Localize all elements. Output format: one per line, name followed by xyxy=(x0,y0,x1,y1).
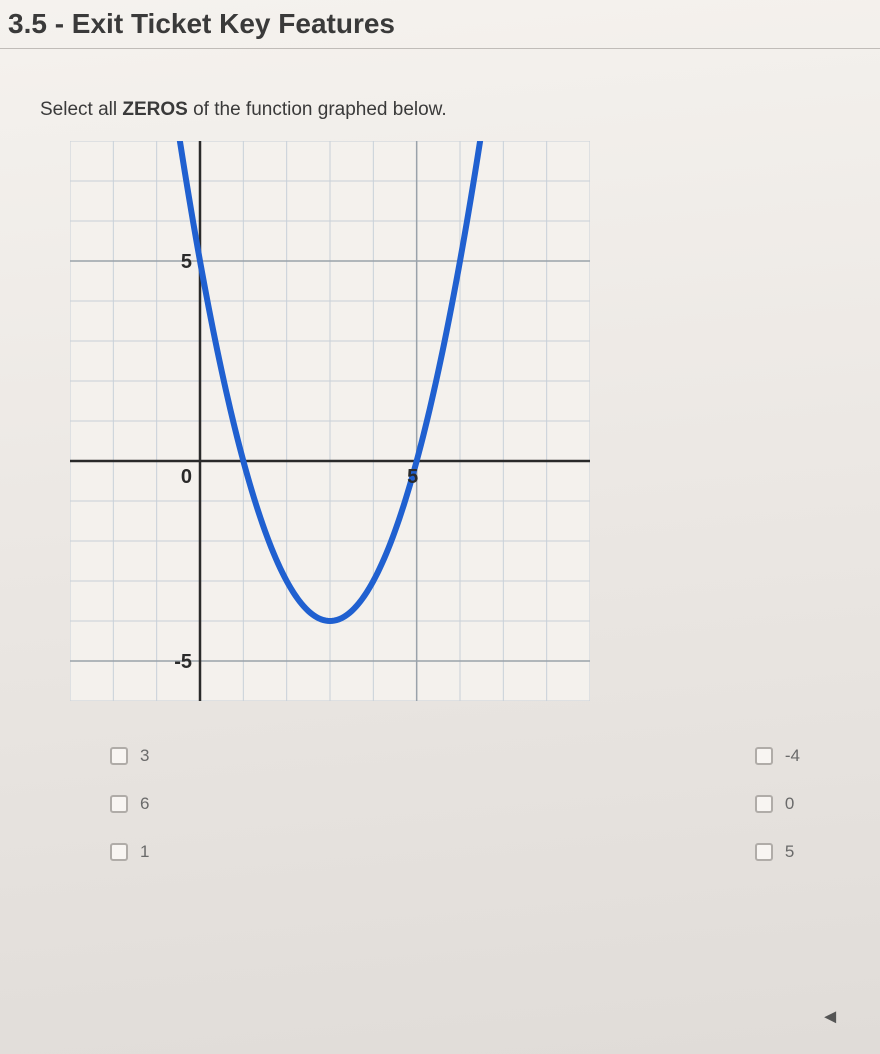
prev-arrow-icon[interactable]: ◄ xyxy=(820,1006,840,1029)
question-prompt: Select all ZEROS of the function graphed… xyxy=(40,99,850,121)
checkbox-icon xyxy=(755,843,773,861)
page: 3.5 - Exit Ticket Key Features Select al… xyxy=(0,0,880,1054)
option-label: -4 xyxy=(785,746,800,766)
checkbox-icon xyxy=(755,747,773,765)
option-label: 1 xyxy=(140,842,149,862)
checkbox-icon xyxy=(110,843,128,861)
option-5[interactable]: 5 xyxy=(755,842,800,862)
option-label: 0 xyxy=(785,794,794,814)
checkbox-icon xyxy=(755,795,773,813)
option-label: 3 xyxy=(140,746,149,766)
options-column-left: 3 6 1 xyxy=(110,746,149,862)
chart-container: 0 5 5 -5 xyxy=(70,141,850,706)
option-1[interactable]: 1 xyxy=(110,842,149,862)
prompt-text-post: of the function graphed below. xyxy=(188,99,447,120)
option-0[interactable]: 0 xyxy=(755,794,800,814)
content-area: Select all ZEROS of the function graphed… xyxy=(0,49,880,882)
svg-text:5: 5 xyxy=(181,251,192,273)
svg-text:5: 5 xyxy=(407,466,418,488)
svg-text:0: 0 xyxy=(181,466,192,488)
function-graph: 0 5 5 -5 xyxy=(70,141,590,701)
options-column-right: -4 0 5 xyxy=(755,746,800,862)
answer-options: 3 6 1 -4 0 xyxy=(40,746,850,862)
svg-text:-5: -5 xyxy=(174,651,192,673)
option-6[interactable]: 6 xyxy=(110,794,149,814)
title-bar: 3.5 - Exit Ticket Key Features xyxy=(0,0,880,49)
checkbox-icon xyxy=(110,747,128,765)
option-label: 6 xyxy=(140,794,149,814)
prompt-bold: ZEROS xyxy=(122,99,187,120)
checkbox-icon xyxy=(110,795,128,813)
prompt-text-pre: Select all xyxy=(40,99,122,120)
option-neg4[interactable]: -4 xyxy=(755,746,800,766)
option-3[interactable]: 3 xyxy=(110,746,149,766)
option-label: 5 xyxy=(785,842,794,862)
page-title: 3.5 - Exit Ticket Key Features xyxy=(8,8,880,40)
